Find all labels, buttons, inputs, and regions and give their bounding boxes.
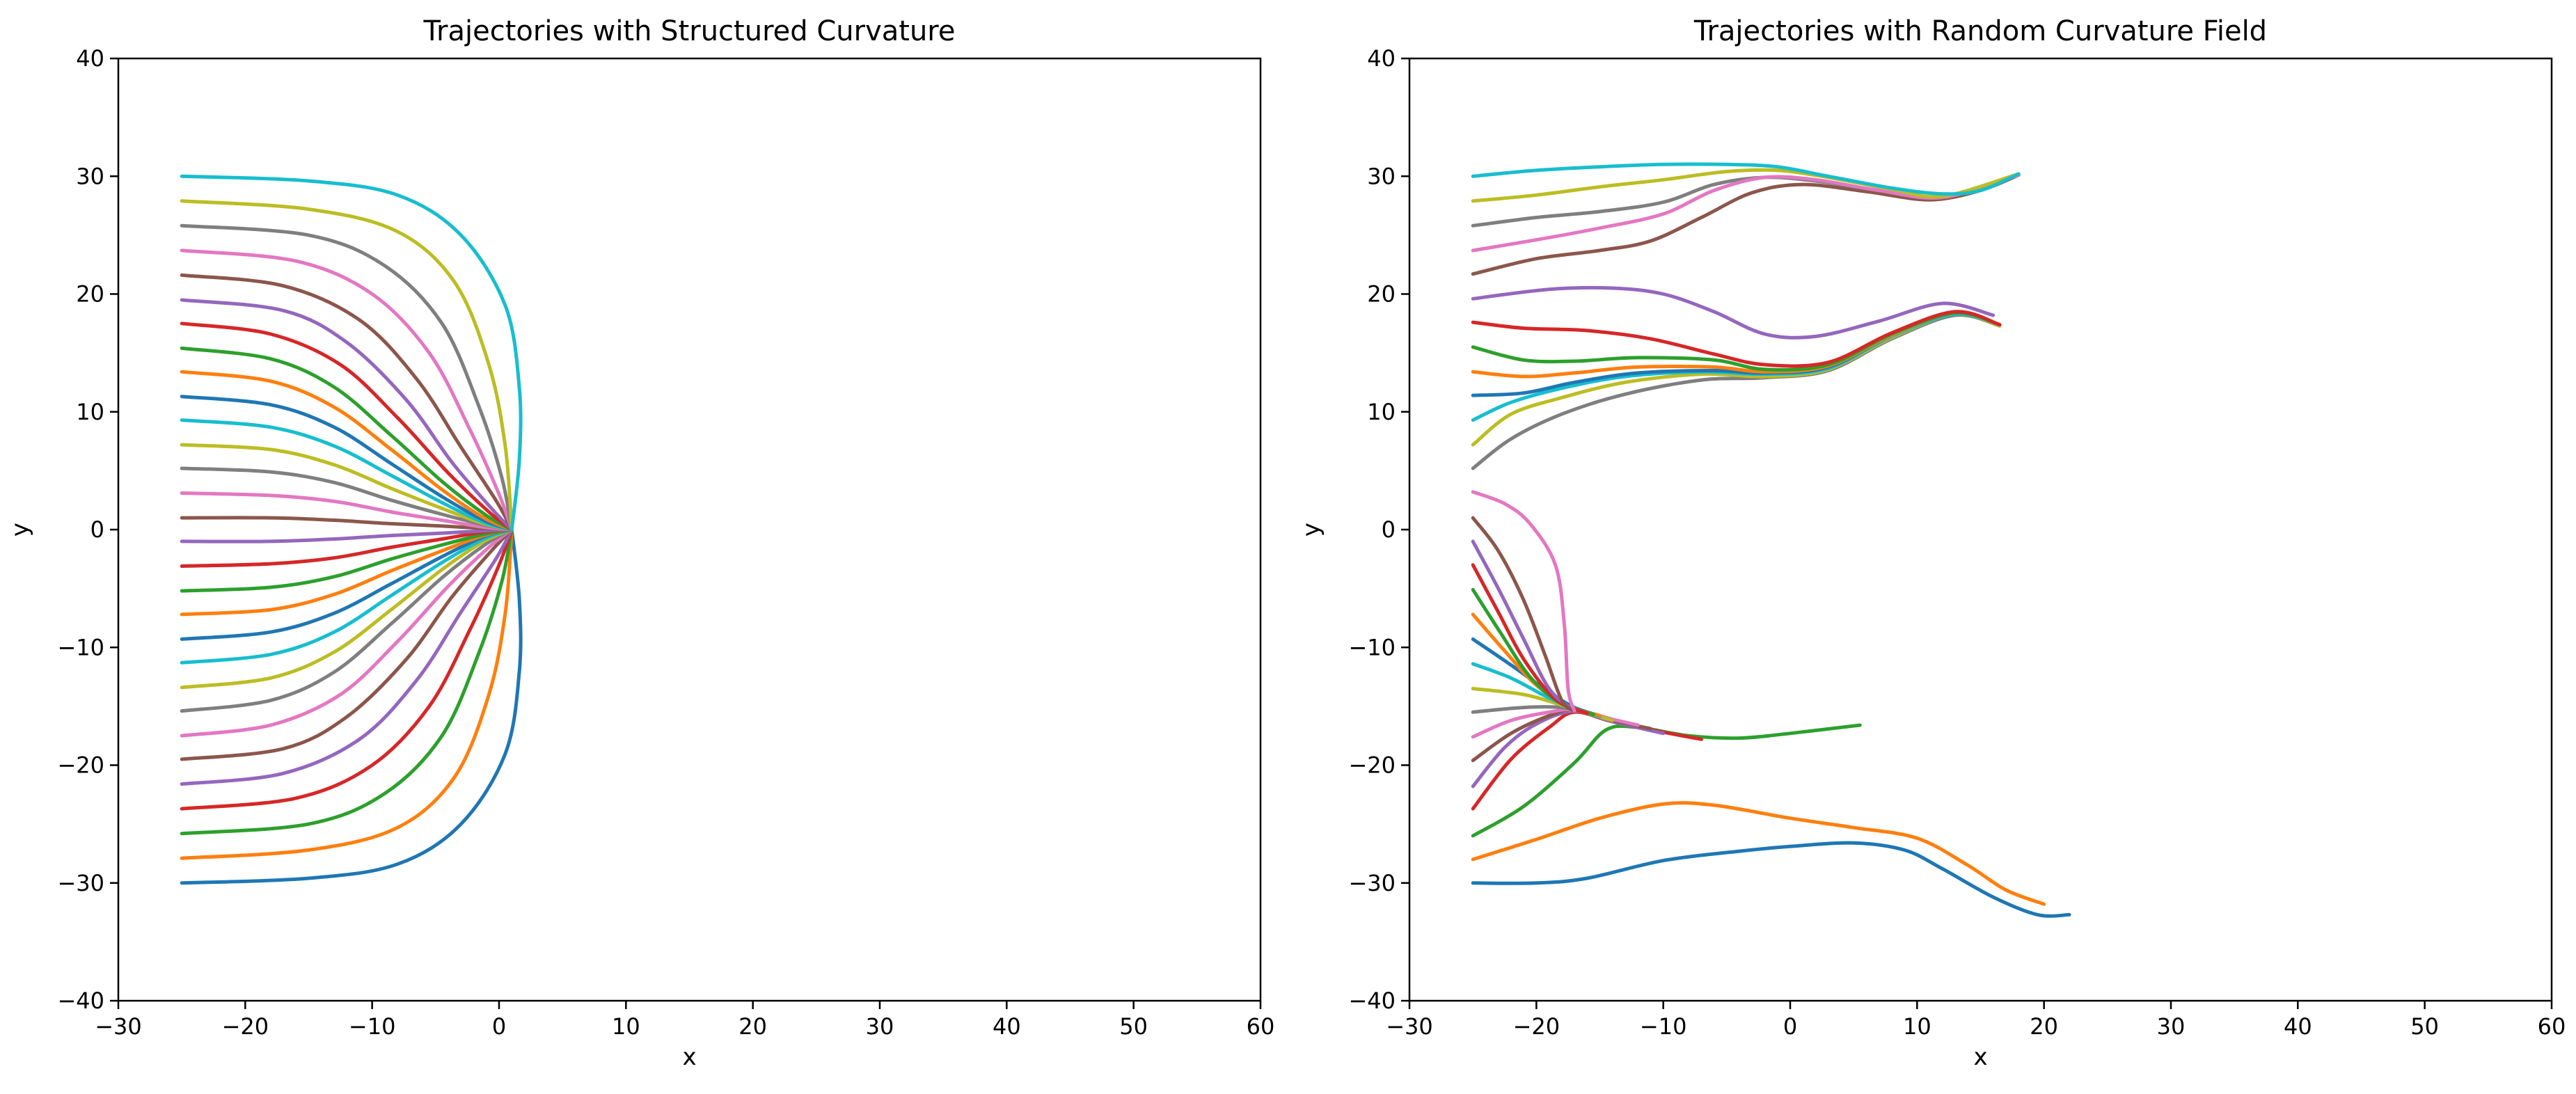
x-tick-label: −10 [349,1013,396,1040]
y-tick-label: 30 [1367,163,1396,189]
x-tick-label: 10 [612,1013,640,1040]
series-group [1471,162,2071,918]
trajectory-line-24 [1471,285,1996,340]
x-tick-label: 40 [2284,1013,2312,1040]
y-tick-label: 30 [76,163,104,189]
trajectory-line-9 [180,528,514,665]
y-axis-label: y [6,523,34,537]
x-tick-label: 20 [2030,1013,2058,1040]
y-tick-label: 10 [1367,399,1396,425]
x-tick-label: 50 [1119,1013,1148,1040]
chart-title: Trajectories with Structured Curvature [423,15,956,47]
chart-structured-curvature: Trajectories with Structured Curvature −3… [6,15,1274,1071]
trajectory-line-19 [180,418,514,532]
x-tick-label: 30 [2157,1013,2186,1040]
x-tick-label: −30 [1386,1013,1433,1040]
trajectory-line-14 [180,528,514,544]
trajectory-line-0 [180,528,523,885]
x-tick-label: 10 [1903,1013,1931,1040]
trajectory-line-20 [180,395,514,532]
trajectory-line-0 [1471,841,2071,918]
chart-title: Trajectories with Random Curvature Field [1693,15,2267,47]
trajectory-line-1 [1471,801,2046,906]
x-tick-label: −20 [222,1013,269,1040]
y-tick-label: 20 [1367,281,1396,308]
trajectory-line-6 [180,528,514,738]
y-tick-label: −10 [57,634,104,660]
y-tick-label: 40 [76,45,104,72]
trajectory-line-3 [1471,710,1703,811]
y-tick-label: −20 [57,752,104,779]
trajectory-line-16 [180,491,514,532]
x-tick-label: 50 [2410,1013,2439,1040]
x-tick-label: 40 [993,1013,1021,1040]
y-tick-label: −40 [1348,988,1396,1014]
x-tick-label: 60 [1247,1013,1275,1040]
chart-random-curvature-field: Trajectories with Random Curvature Field… [1297,15,2566,1071]
x-tick-label: −20 [1513,1013,1560,1040]
trajectory-line-26 [180,248,514,532]
y-tick-label: −20 [1348,752,1396,779]
trajectory-line-2 [180,528,514,836]
y-tick-label: 40 [1367,45,1396,72]
y-tick-label: 10 [76,399,104,425]
series-group [180,174,523,885]
x-tick-label: −30 [95,1013,142,1040]
trajectory-line-25 [1471,173,2021,276]
plot-frame [117,57,1262,1002]
trajectory-line-23 [180,322,514,532]
trajectory-line-12 [180,528,514,593]
trajectory-line-21 [180,370,514,532]
y-tick-label: −40 [57,988,104,1014]
y-tick-label: 0 [90,516,104,543]
trajectory-line-24 [180,298,514,532]
trajectory-line-14 [1471,539,1577,713]
x-tick-label: −10 [1640,1013,1687,1040]
x-tick-label: 20 [738,1013,767,1040]
trajectory-line-27 [180,223,514,532]
trajectory-line-5 [180,528,514,761]
trajectory-line-1 [180,528,514,860]
trajectory-line-29 [1471,162,2021,196]
trajectory-line-28 [1471,168,2021,203]
trajectory-line-27 [1471,173,2021,253]
x-tick-label: 60 [2538,1013,2566,1040]
trajectory-line-22 [180,346,514,532]
trajectory-line-4 [180,528,514,786]
x-tick-label: 0 [1783,1013,1797,1040]
trajectory-line-25 [180,273,514,532]
y-tick-label: −30 [1348,870,1396,896]
x-axis-label: x [682,1043,696,1071]
x-tick-label: 30 [866,1013,894,1040]
trajectory-line-16 [1471,490,1577,713]
y-tick-label: −10 [1348,634,1396,660]
trajectory-line-7 [180,528,514,713]
trajectory-line-29 [180,174,523,532]
trajectory-line-15 [1471,516,1577,713]
x-axis-label: x [1973,1043,1987,1071]
y-axis-label: y [1297,523,1325,537]
trajectory-line-23 [1471,310,2002,368]
y-tick-label: 20 [76,281,104,308]
trajectory-line-3 [180,528,514,811]
y-tick-label: 0 [1382,516,1396,543]
y-tick-label: −30 [57,870,104,896]
trajectory-line-8 [180,528,514,690]
x-tick-label: 0 [492,1013,506,1040]
plot-frame [1408,57,2553,1002]
trajectory-line-28 [180,199,514,532]
trajectory-line-6 [1471,707,1640,739]
